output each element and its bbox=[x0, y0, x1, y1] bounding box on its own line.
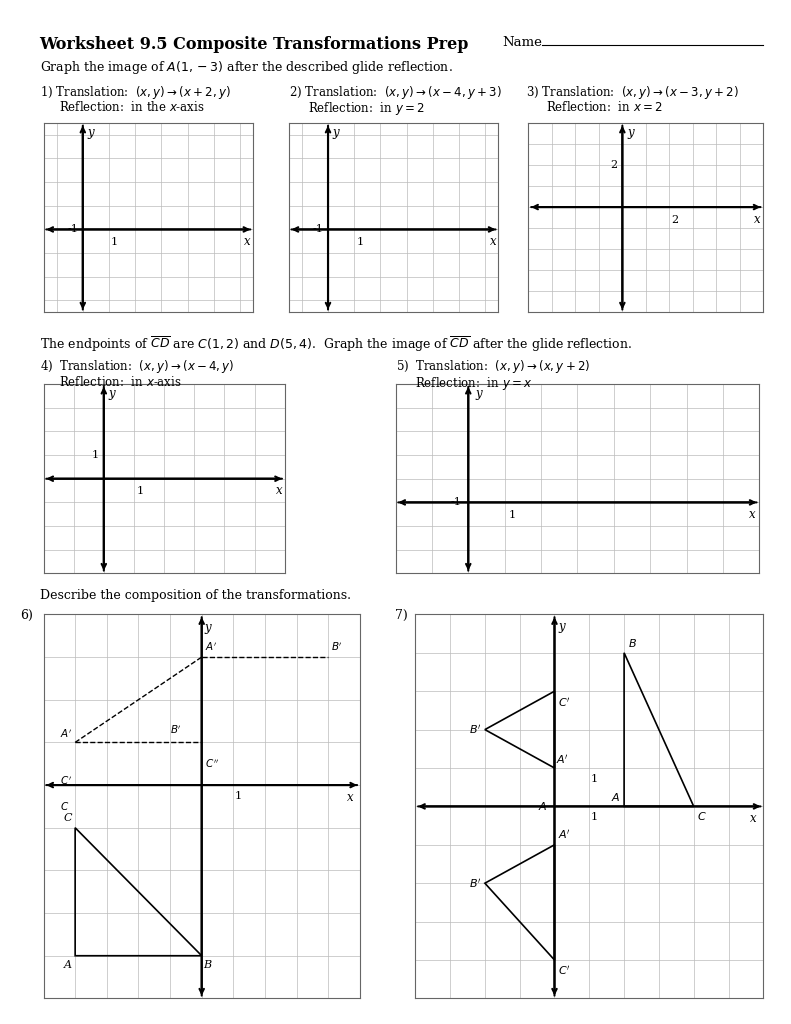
Text: $C'$: $C'$ bbox=[558, 696, 570, 710]
Text: -1: -1 bbox=[450, 498, 461, 508]
Text: 1: 1 bbox=[591, 774, 598, 783]
Text: $C$: $C$ bbox=[59, 801, 69, 812]
Text: y: y bbox=[205, 621, 211, 634]
Text: 1: 1 bbox=[235, 792, 242, 802]
Text: y: y bbox=[108, 387, 115, 399]
Text: 1: 1 bbox=[111, 237, 118, 247]
Text: A: A bbox=[64, 961, 72, 970]
Text: $A$: $A$ bbox=[538, 801, 547, 812]
Text: $B$: $B$ bbox=[627, 637, 637, 649]
Text: $B'$: $B'$ bbox=[469, 877, 482, 890]
Text: $A'$: $A'$ bbox=[59, 728, 72, 740]
Text: 1: 1 bbox=[136, 486, 143, 497]
Text: x: x bbox=[755, 213, 761, 225]
Text: x: x bbox=[244, 236, 251, 248]
Text: y: y bbox=[627, 126, 634, 138]
Text: 1: 1 bbox=[509, 510, 516, 520]
Text: Reflection:  in $y=x$: Reflection: in $y=x$ bbox=[415, 375, 533, 392]
Text: x: x bbox=[750, 812, 756, 825]
Text: $B'$: $B'$ bbox=[469, 723, 482, 736]
Text: $C'$: $C'$ bbox=[60, 774, 72, 787]
Text: y: y bbox=[87, 126, 93, 138]
Text: 5)  Translation:  $(x, y)\rightarrow(x, y+2)$: 5) Translation: $(x, y)\rightarrow(x, y+… bbox=[396, 358, 590, 376]
Text: Name: Name bbox=[502, 36, 542, 49]
Text: $A'$: $A'$ bbox=[205, 640, 218, 653]
Text: 6): 6) bbox=[20, 609, 32, 623]
Text: 1: 1 bbox=[356, 237, 363, 247]
Text: x: x bbox=[347, 792, 354, 805]
Text: 1: 1 bbox=[92, 450, 99, 460]
Text: 7): 7) bbox=[396, 609, 408, 623]
Text: 4)  Translation:  $(x, y)\rightarrow(x-4, y)$: 4) Translation: $(x, y)\rightarrow(x-4, … bbox=[40, 358, 234, 376]
Text: Reflection:  in the $x$-axis: Reflection: in the $x$-axis bbox=[59, 100, 205, 115]
Text: Graph the image of $A(1,-3)$ after the described glide reflection.: Graph the image of $A(1,-3)$ after the d… bbox=[40, 59, 452, 77]
Text: C: C bbox=[63, 813, 72, 823]
Text: $C$: $C$ bbox=[697, 810, 707, 822]
Text: B: B bbox=[203, 961, 211, 970]
Text: $B'$: $B'$ bbox=[331, 640, 343, 653]
Text: $A'$: $A'$ bbox=[558, 828, 571, 841]
Text: Describe the composition of the transformations.: Describe the composition of the transfor… bbox=[40, 589, 350, 602]
Text: Reflection:  in $y=2$: Reflection: in $y=2$ bbox=[308, 100, 426, 118]
Text: y: y bbox=[475, 387, 483, 399]
Text: y: y bbox=[332, 126, 339, 138]
Text: $B'$: $B'$ bbox=[170, 724, 182, 736]
Text: 2: 2 bbox=[611, 160, 618, 170]
Text: Reflection:  in $x=2$: Reflection: in $x=2$ bbox=[546, 100, 663, 115]
Text: x: x bbox=[276, 484, 282, 498]
Text: 2) Translation:  $(x, y)\rightarrow(x-4, y+3)$: 2) Translation: $(x, y)\rightarrow(x-4, … bbox=[289, 84, 501, 101]
Text: 3) Translation:  $(x, y)\rightarrow(x-3, y+2)$: 3) Translation: $(x, y)\rightarrow(x-3, … bbox=[526, 84, 739, 101]
Text: y: y bbox=[558, 621, 565, 633]
Text: The endpoints of $\overline{CD}$ are $C(1,2)$ and $D(5,4)$.  Graph the image of : The endpoints of $\overline{CD}$ are $C(… bbox=[40, 335, 632, 354]
Text: $A'$: $A'$ bbox=[556, 753, 570, 766]
Text: 1) Translation:  $(x, y)\rightarrow(x+2, y)$: 1) Translation: $(x, y)\rightarrow(x+2, … bbox=[40, 84, 230, 101]
Text: x: x bbox=[490, 236, 496, 248]
Text: $C'$: $C'$ bbox=[558, 964, 570, 977]
Text: x: x bbox=[749, 508, 755, 521]
Text: $A$: $A$ bbox=[611, 791, 621, 803]
Text: -1: -1 bbox=[313, 224, 324, 234]
Text: 2: 2 bbox=[672, 215, 679, 224]
Text: 1: 1 bbox=[591, 812, 598, 822]
Text: Worksheet 9.5 Composite Transformations Prep: Worksheet 9.5 Composite Transformations … bbox=[40, 36, 469, 53]
Text: -1: -1 bbox=[68, 224, 78, 234]
Text: $C''$: $C''$ bbox=[205, 758, 219, 770]
Text: Reflection:  in $x$-axis: Reflection: in $x$-axis bbox=[59, 375, 182, 389]
